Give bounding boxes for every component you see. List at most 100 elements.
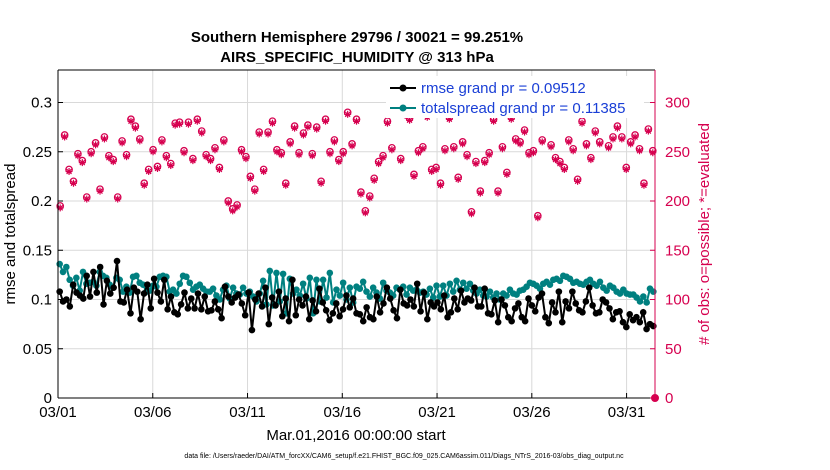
rmse-point <box>558 318 566 326</box>
obs-evaluated-stroke <box>583 142 590 149</box>
rmse-point <box>221 283 229 290</box>
obs-evaluated-stroke <box>167 162 174 169</box>
rmse-point <box>424 315 431 323</box>
y2-tick-label: 200 <box>665 193 690 210</box>
y2-tick-label: 50 <box>665 341 682 358</box>
rmse-point <box>56 288 63 295</box>
spread-point <box>186 279 194 287</box>
obs-evaluated-point <box>176 120 184 128</box>
y2-ticks: 0 50 100 150 200 250 300 <box>650 95 690 407</box>
spread-point <box>56 260 63 268</box>
rmse-point <box>343 292 350 299</box>
obs-evaluated-point <box>636 147 644 155</box>
rmse-point <box>83 272 90 280</box>
obs-evaluated-point <box>432 165 440 173</box>
rmse-point <box>278 312 286 320</box>
obs-evaluated-stroke <box>397 157 404 164</box>
rmse-point <box>245 289 252 296</box>
rmse-point <box>643 325 650 333</box>
obs-evaluated-point <box>538 138 546 146</box>
obs-evaluated-point <box>308 152 316 160</box>
y-axis-label: rmse and totalspread <box>2 164 19 305</box>
obs-evaluated-stroke <box>92 141 99 148</box>
obs-evaluated-point <box>476 189 484 197</box>
rmse-point <box>262 284 269 291</box>
obs-evaluated-point <box>370 176 378 184</box>
rmse-point <box>582 298 590 305</box>
rmse-point <box>319 299 327 306</box>
obs-evaluated-stroke <box>557 160 563 167</box>
spread-point <box>596 278 604 286</box>
rmse-point <box>235 291 242 298</box>
rmse-point <box>451 295 458 302</box>
obs-evaluated-point <box>587 156 595 164</box>
obs-evaluated-stroke <box>296 151 302 158</box>
x-tick-label: 03/21 <box>418 404 456 421</box>
obs-evaluated-stroke <box>411 173 417 180</box>
rmse-point <box>154 289 161 296</box>
obs-evaluated-point <box>516 140 524 148</box>
obs-evaluated-stroke <box>570 147 577 154</box>
obs-evaluated-point <box>609 135 617 143</box>
obs-evaluated-point <box>485 151 493 159</box>
obs-evaluated-stroke <box>415 149 422 156</box>
obs-evaluated-stroke <box>614 125 621 131</box>
spread-point <box>379 279 387 287</box>
rmse-point <box>589 302 596 309</box>
rmse-point <box>106 290 114 297</box>
rmse-point <box>531 308 539 315</box>
rmse-point <box>329 309 337 317</box>
obs-evaluated-point <box>379 154 387 162</box>
obs-evaluated-point <box>463 153 471 161</box>
y-ticks: 0 0.05 0.1 0.15 0.2 0.25 0.3 <box>23 95 63 407</box>
obs-evaluated-point <box>419 145 427 153</box>
rmse-point <box>252 296 259 303</box>
rmse-point <box>241 311 249 319</box>
obs-evaluated-stroke <box>636 147 643 154</box>
obs-evaluated-point <box>277 151 285 159</box>
x-tick-label: 03/16 <box>324 404 362 421</box>
rmse-point <box>447 309 455 316</box>
obs-evaluated-stroke <box>88 150 95 157</box>
spread-point <box>556 277 564 285</box>
legend-spread-marker <box>399 104 407 112</box>
y2-tick-label: 250 <box>665 144 690 161</box>
rmse-point <box>390 307 397 314</box>
rmse-point <box>214 306 222 313</box>
rmse-point <box>255 290 262 297</box>
obs-evaluated-point <box>459 140 467 148</box>
y-tick-label: 0.1 <box>31 292 52 309</box>
rmse-point <box>316 285 323 292</box>
spread-point <box>503 292 510 299</box>
obs-evaluated-point <box>145 167 153 175</box>
obs-evaluated-point <box>618 135 626 143</box>
rmse-point <box>100 301 107 308</box>
rmse-point <box>346 304 354 311</box>
rmse-point <box>359 317 367 325</box>
rmse-point <box>140 290 148 297</box>
spread-point <box>459 279 467 287</box>
obs-evaluated-stroke <box>592 130 599 136</box>
y2-tick-label: 300 <box>665 95 690 112</box>
spread-point <box>66 276 73 284</box>
obs-evaluated-stroke <box>190 157 196 164</box>
rmse-point <box>538 290 546 297</box>
obs-evaluated-point <box>140 181 148 189</box>
rmse-point <box>511 305 519 312</box>
obs-evaluated-point <box>326 150 334 158</box>
rmse-point <box>187 295 195 302</box>
obs-evaluated-point <box>591 129 599 137</box>
x-tick-label: 03/11 <box>229 404 265 421</box>
rmse-point <box>225 293 232 300</box>
rmse-point <box>339 306 347 313</box>
obs-evaluated-stroke <box>534 214 541 221</box>
x-tick-label: 03/01 <box>39 404 77 421</box>
rmse-point <box>444 313 451 321</box>
rmse-point <box>66 303 74 310</box>
rmse-point <box>90 268 97 276</box>
obs-evaluated-point <box>87 150 95 158</box>
y-tick-label: 0.2 <box>31 193 52 210</box>
spread-point <box>403 291 410 298</box>
rmse-point <box>174 310 182 318</box>
rmse-point <box>596 309 603 316</box>
